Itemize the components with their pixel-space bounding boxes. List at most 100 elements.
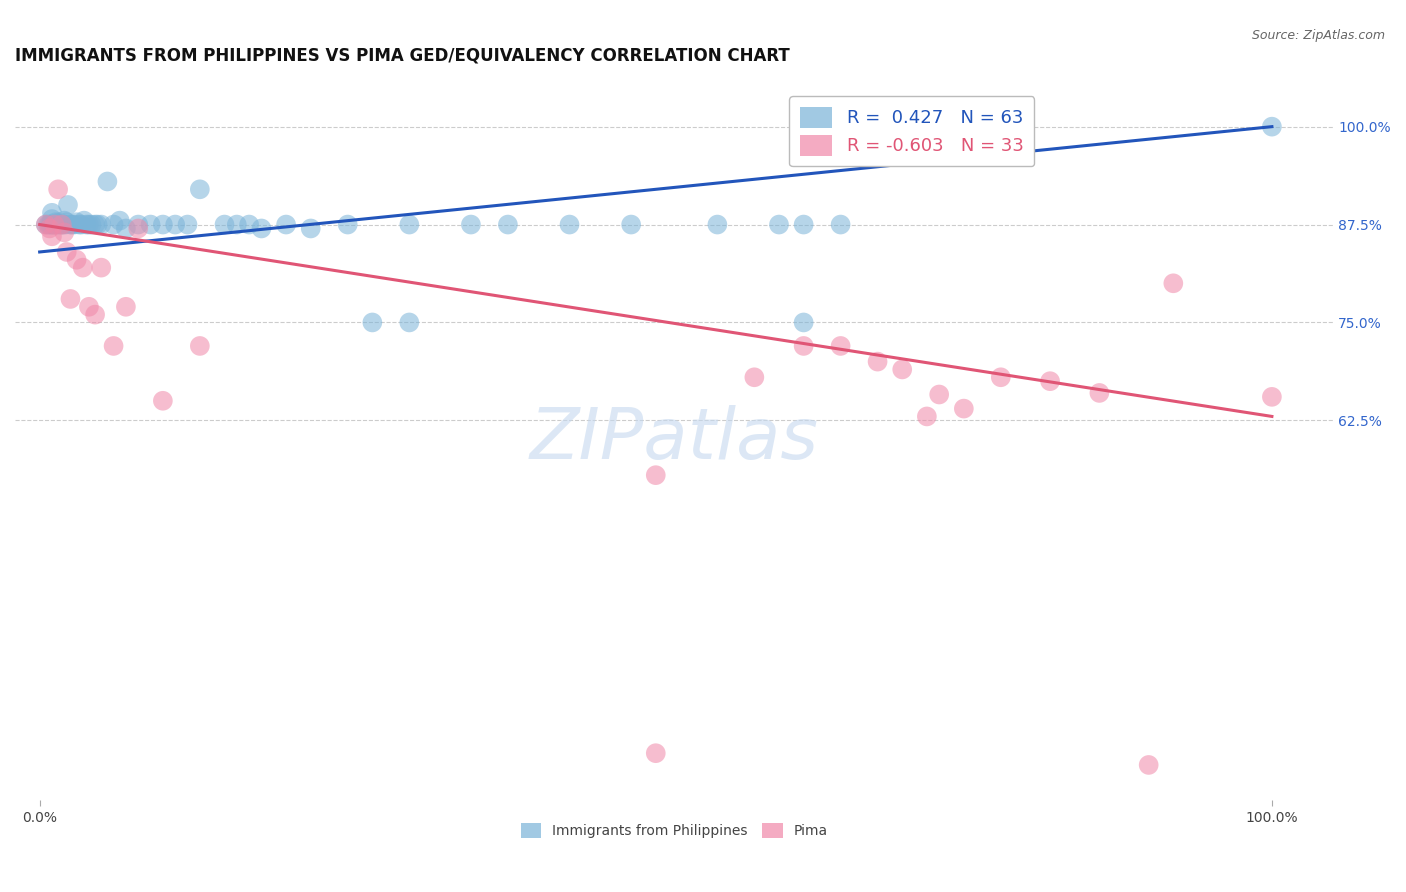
Point	[73, 213, 96, 227]
Point	[56, 198, 79, 212]
Point	[915, 409, 938, 424]
Point	[103, 339, 125, 353]
Text: Source: ZipAtlas.com: Source: ZipAtlas.com	[1251, 29, 1385, 43]
Point	[115, 300, 138, 314]
Point	[59, 218, 82, 232]
Point	[793, 218, 815, 232]
Text: ZIPatlas: ZIPatlas	[530, 406, 818, 475]
Point	[115, 221, 138, 235]
Point	[866, 354, 889, 368]
Point	[53, 213, 76, 227]
Point	[41, 229, 63, 244]
Point	[46, 182, 69, 196]
Point	[86, 218, 108, 232]
Point	[35, 218, 58, 232]
Point	[39, 218, 62, 232]
Point	[398, 315, 420, 329]
Point	[165, 218, 187, 232]
Point	[744, 370, 766, 384]
Point	[1137, 758, 1160, 772]
Point	[336, 218, 359, 232]
Text: IMMIGRANTS FROM PHILIPPINES VS PIMA GED/EQUIVALENCY CORRELATION CHART: IMMIGRANTS FROM PHILIPPINES VS PIMA GED/…	[15, 46, 790, 64]
Point	[103, 218, 125, 232]
Point	[51, 218, 73, 232]
Point	[152, 393, 174, 408]
Point	[72, 260, 94, 275]
Point	[496, 218, 519, 232]
Point	[188, 182, 211, 196]
Point	[152, 218, 174, 232]
Point	[460, 218, 482, 232]
Point	[188, 339, 211, 353]
Point	[59, 292, 82, 306]
Point	[77, 218, 100, 232]
Point	[55, 215, 77, 229]
Point	[37, 218, 59, 232]
Point	[84, 308, 107, 322]
Point	[953, 401, 976, 416]
Point	[55, 218, 77, 232]
Point	[51, 218, 73, 232]
Point	[45, 215, 67, 229]
Point	[644, 468, 666, 483]
Point	[225, 218, 247, 232]
Point	[49, 218, 72, 232]
Point	[238, 218, 260, 232]
Point	[84, 218, 107, 232]
Point	[127, 221, 149, 235]
Point	[45, 218, 67, 232]
Point	[38, 221, 60, 235]
Point	[1039, 374, 1062, 388]
Point	[60, 218, 83, 232]
Point	[90, 218, 112, 232]
Point	[398, 218, 420, 232]
Point	[127, 218, 149, 232]
Point	[706, 218, 728, 232]
Point	[44, 218, 66, 232]
Point	[42, 218, 65, 232]
Point	[48, 215, 70, 229]
Point	[70, 218, 93, 232]
Point	[65, 215, 87, 229]
Point	[41, 206, 63, 220]
Point	[139, 218, 162, 232]
Point	[96, 174, 118, 188]
Point	[768, 218, 790, 232]
Point	[830, 339, 852, 353]
Point	[299, 221, 322, 235]
Point	[620, 218, 643, 232]
Point	[274, 218, 297, 232]
Point	[35, 218, 58, 232]
Point	[63, 218, 86, 232]
Point	[990, 370, 1012, 384]
Point	[44, 218, 66, 232]
Point	[793, 315, 815, 329]
Point	[891, 362, 914, 376]
Point	[67, 218, 90, 232]
Point	[52, 218, 75, 232]
Point	[41, 218, 63, 232]
Point	[1163, 277, 1185, 291]
Point	[38, 218, 60, 232]
Point	[1088, 386, 1111, 401]
Point	[644, 746, 666, 760]
Point	[41, 212, 63, 227]
Point	[928, 387, 950, 401]
Point	[55, 244, 77, 259]
Point	[214, 218, 236, 232]
Point	[108, 213, 131, 227]
Point	[76, 218, 98, 232]
Point	[830, 218, 852, 232]
Point	[176, 218, 198, 232]
Point	[361, 315, 384, 329]
Point	[558, 218, 581, 232]
Point	[1261, 390, 1284, 404]
Point	[65, 252, 87, 267]
Point	[53, 226, 76, 240]
Point	[793, 339, 815, 353]
Legend: Immigrants from Philippines, Pima: Immigrants from Philippines, Pima	[515, 818, 834, 844]
Point	[80, 218, 103, 232]
Point	[77, 300, 100, 314]
Point	[1261, 120, 1284, 134]
Point	[90, 260, 112, 275]
